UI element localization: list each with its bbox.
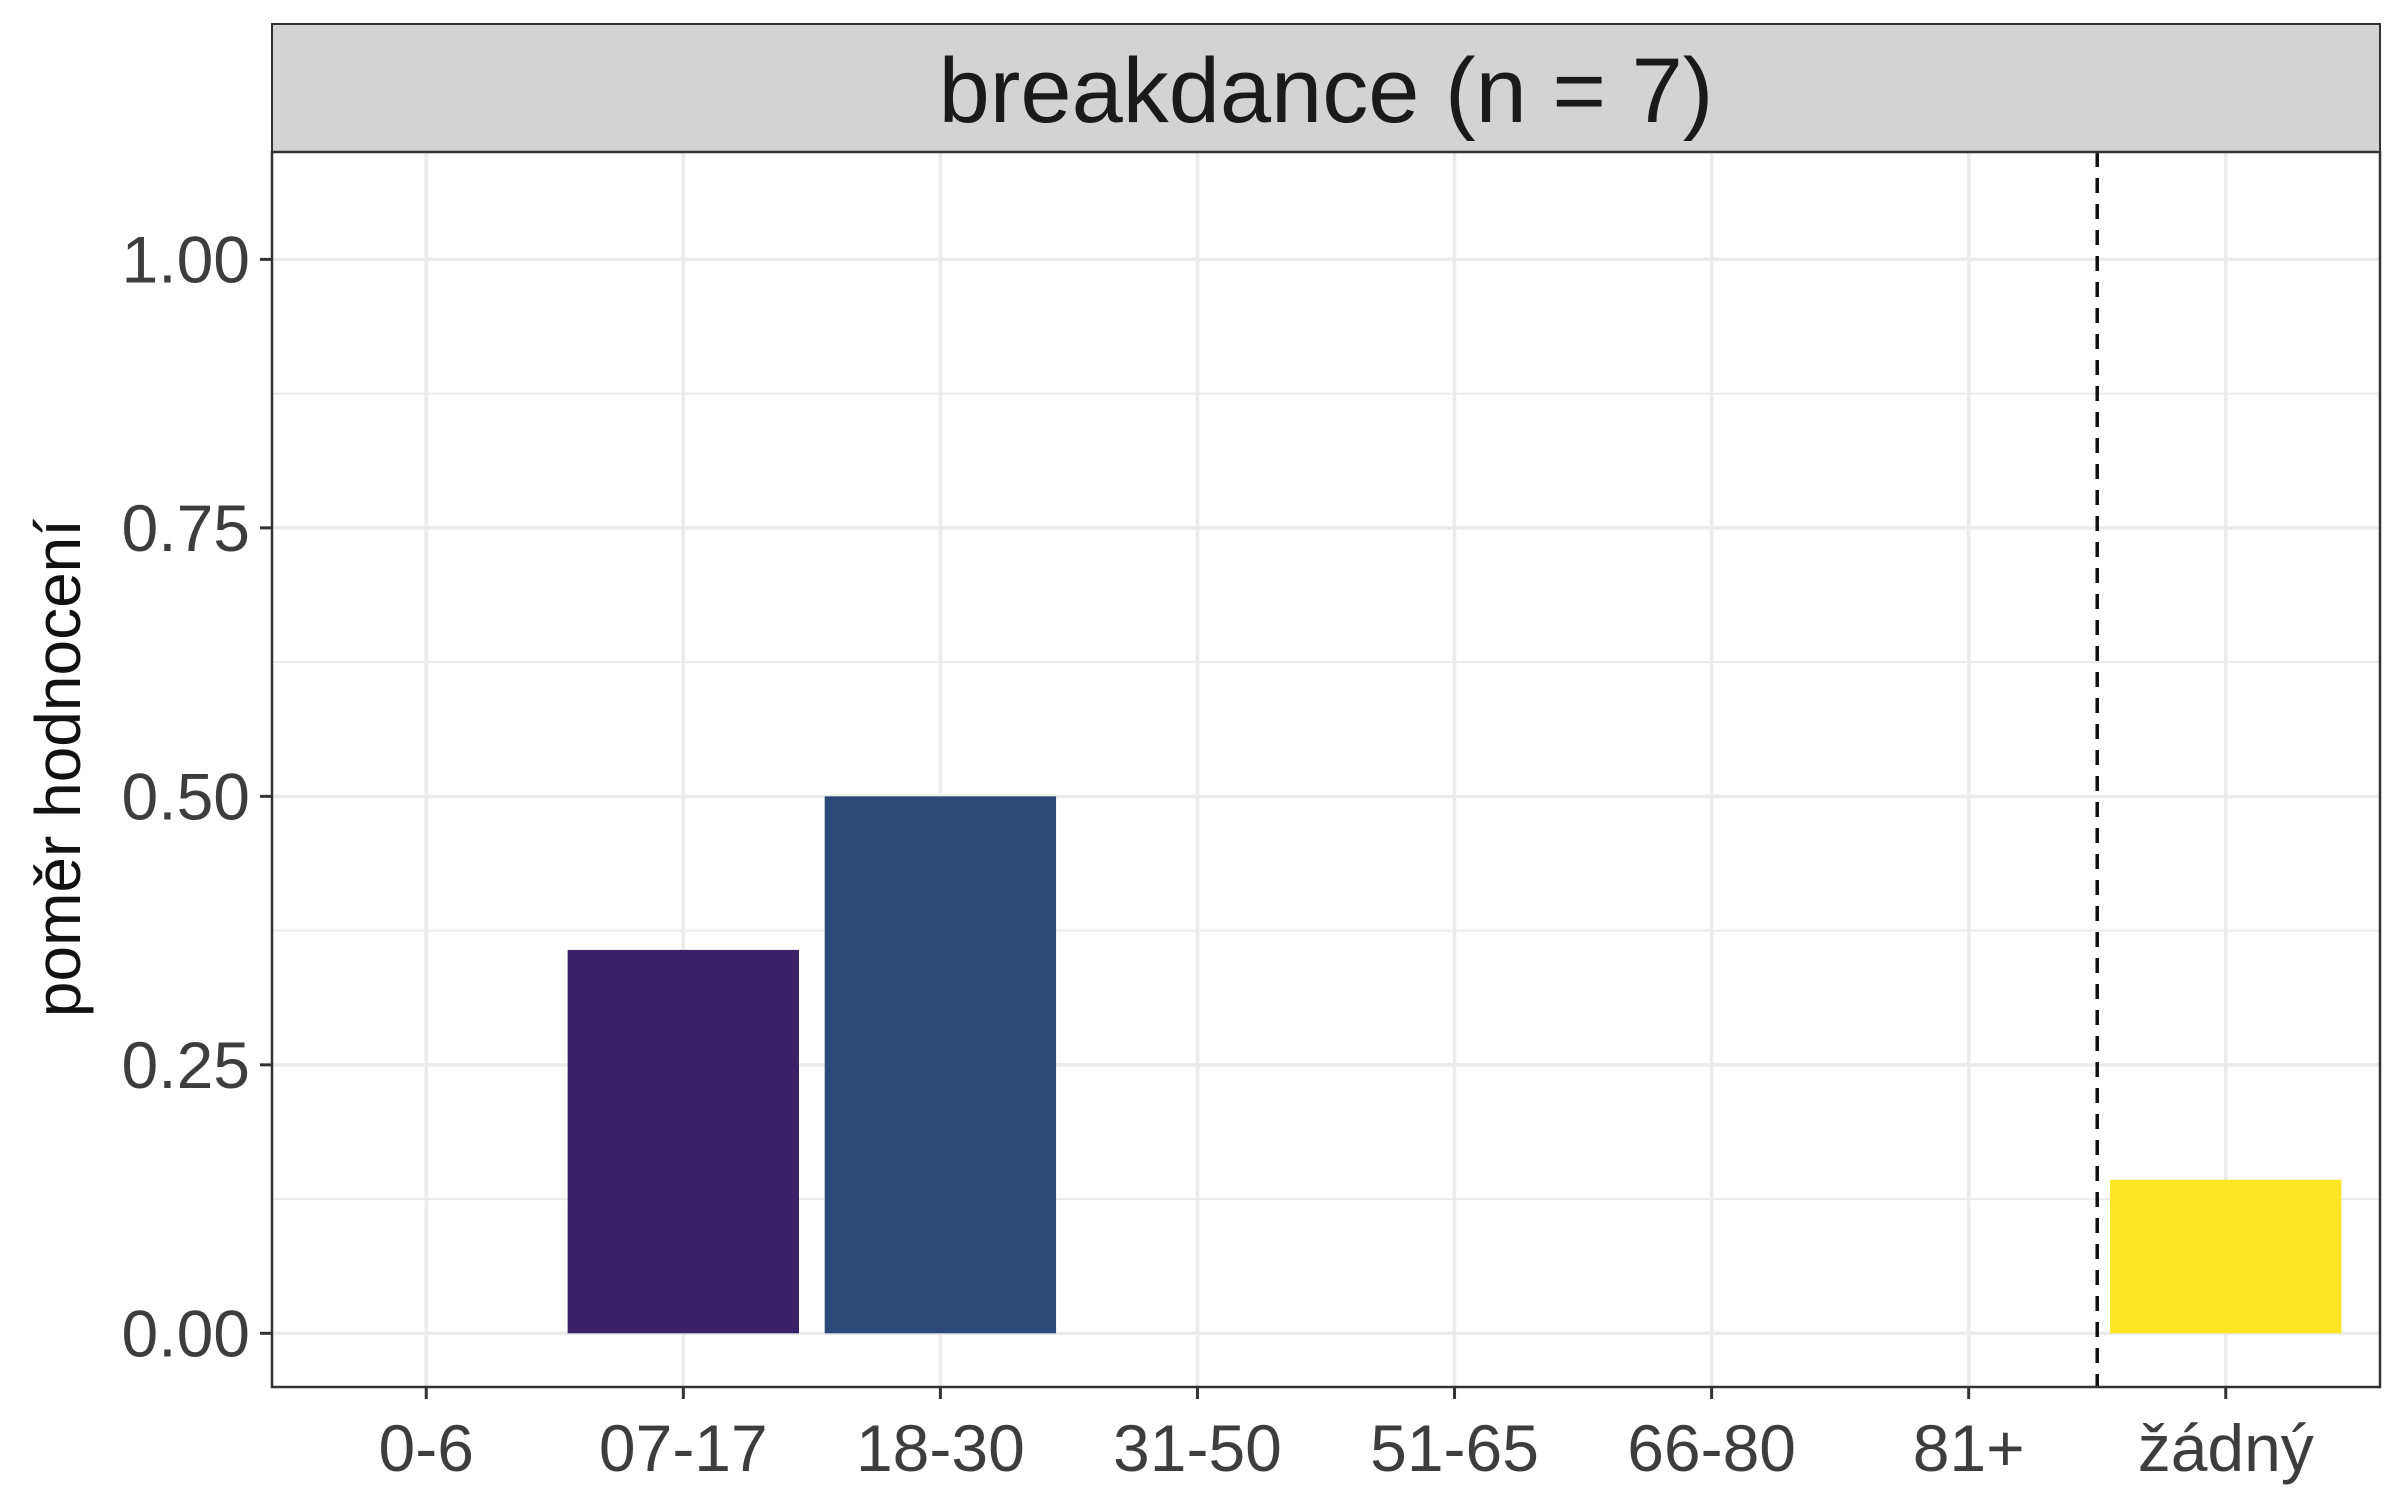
y-tick-label: 0.50 <box>122 759 250 833</box>
facet-strip <box>271 23 2381 153</box>
x-tick-label: žádný <box>2138 1411 2314 1485</box>
y-tick-label: 0.75 <box>122 491 250 565</box>
x-tick-label: 18-30 <box>856 1411 1025 1485</box>
y-axis-title: poměr hodnocení <box>22 519 94 1017</box>
x-tick-label: 07-17 <box>599 1411 768 1485</box>
bar-07-17 <box>567 949 799 1334</box>
chart-title: breakdance (n = 7) <box>939 40 1714 142</box>
y-tick-label: 1.00 <box>122 222 250 296</box>
bars <box>567 796 2342 1334</box>
x-tick-label: 31-50 <box>1113 1411 1282 1485</box>
plot-panel-border <box>270 150 2382 1389</box>
x-tick-label: 0-6 <box>379 1411 474 1485</box>
x-tick-label: 51-65 <box>1370 1411 1539 1485</box>
bar-18-30 <box>824 796 1057 1334</box>
y-tick-label: 0.25 <box>122 1028 250 1102</box>
y-tick-label: 0.00 <box>122 1296 250 1370</box>
x-tick-label: 66-80 <box>1627 1411 1796 1485</box>
x-axis: 0-6 07-17 18-30 31-50 51-65 66-80 81+ žádný <box>379 1387 2314 1485</box>
x-tick-label: 81+ <box>1913 1411 2025 1485</box>
y-axis: 0.00 0.25 0.50 0.75 1.00 <box>122 222 272 1370</box>
bar-žádný <box>2110 1179 2342 1334</box>
